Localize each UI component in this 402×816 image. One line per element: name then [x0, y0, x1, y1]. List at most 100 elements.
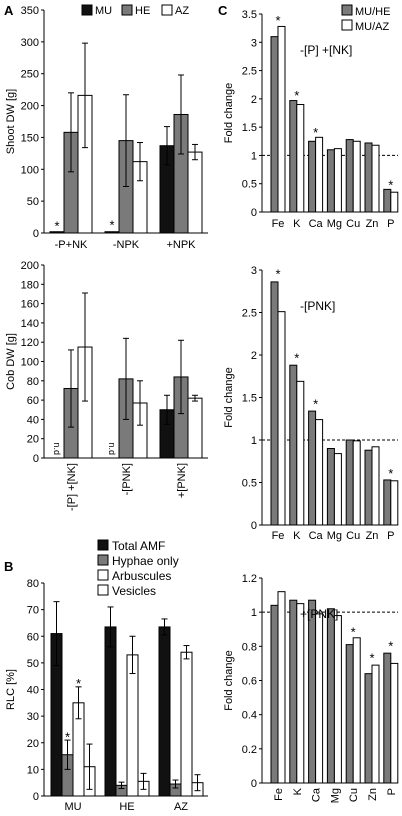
bar — [289, 364, 298, 526]
bar — [187, 397, 203, 459]
bar — [308, 410, 317, 526]
y-tick-label: 1 — [251, 435, 257, 447]
category-label: MU — [64, 801, 81, 813]
y-tick-label: 120 — [21, 337, 39, 349]
chart-title: -[PNK] — [300, 299, 335, 313]
significance-marker: * — [388, 177, 393, 192]
bar — [315, 419, 324, 526]
y-axis-label: Shoot DW [g] — [5, 89, 17, 154]
category-label: Ca — [309, 218, 324, 230]
bar — [371, 446, 380, 526]
bar — [326, 149, 335, 213]
y-tick-label: 20 — [27, 738, 39, 750]
category-label: Fe — [273, 788, 285, 801]
bar — [345, 139, 354, 213]
significance-marker: * — [369, 650, 374, 665]
y-axis-label: Fold change — [223, 367, 235, 428]
y-tick-label: 50 — [27, 196, 39, 208]
y-tick-label: 0 — [33, 791, 39, 803]
category-label: Ca — [309, 530, 324, 542]
y-tick-label: 3.5 — [242, 9, 257, 21]
y-tick-label: 100 — [21, 357, 39, 369]
bar — [383, 479, 392, 526]
category-label: Ca — [311, 787, 323, 802]
chart-fold-change-minus-p-plus-nk: 0 0.5 1 1.5 2 2.5 3 3.5 Fold change Fe K Ca Mg Cu Zn P *… — [223, 4, 399, 230]
bar — [187, 151, 203, 234]
chart-title: -[P] +[NK] — [300, 43, 352, 57]
category-label: +[PNK] — [176, 463, 188, 498]
category-label: HE — [119, 801, 134, 813]
y-tick-label: 1 — [251, 607, 257, 619]
bar — [390, 191, 399, 213]
significance-marker: * — [294, 350, 299, 365]
category-label: K — [293, 218, 301, 230]
bar — [383, 652, 392, 784]
category-label: P — [386, 788, 398, 795]
legend-swatch — [341, 4, 353, 16]
y-axis-label: RLC [%] — [5, 669, 17, 710]
bar — [270, 281, 279, 526]
chart-cob-dw: 0 20 40 60 80 100 120 140 160 180 200 Cob DW [g] -[P… — [5, 260, 208, 511]
y-tick-label: 3 — [251, 37, 257, 49]
y-tick-label: 0 — [33, 453, 39, 465]
chart-fold-change-plus-pnk: 0 0.2 0.4 0.6 0.8 1 1.2 Fold change Fe K Ca Mg Cu Zn P… — [223, 573, 399, 803]
bar — [126, 654, 139, 797]
not-determined-label: n.d — [52, 442, 62, 455]
category-label: Fe — [272, 218, 285, 230]
y-tick-label: 200 — [21, 101, 39, 113]
y-tick-label: 160 — [21, 299, 39, 311]
significance-marker: * — [109, 217, 114, 232]
category-label: -NPK — [113, 239, 140, 251]
bar — [326, 608, 335, 784]
legend-swatch — [81, 4, 93, 16]
chart-rlc: 0 10 20 30 40 50 60 70 80 RLC [%] MU HE AZ * * Total AM… — [5, 539, 208, 813]
category-label: K — [293, 530, 301, 542]
category-label: Zn — [366, 530, 379, 542]
bar — [296, 104, 305, 213]
significance-marker: * — [388, 638, 393, 653]
y-tick-label: 0.8 — [242, 641, 257, 653]
bar — [326, 448, 335, 526]
y-tick-label: 10 — [27, 764, 39, 776]
category-label: AZ — [174, 801, 188, 813]
bar — [333, 453, 342, 526]
bar — [104, 626, 117, 797]
y-tick-label: 2.5 — [242, 66, 257, 78]
legend-swatch — [121, 4, 133, 16]
legend-swatch — [97, 539, 109, 551]
y-tick-label: 2 — [251, 94, 257, 106]
bar — [390, 662, 399, 784]
y-tick-label: 0.2 — [242, 744, 257, 756]
significance-marker: * — [65, 729, 70, 744]
category-label: Cu — [346, 218, 360, 230]
y-tick-label: 250 — [21, 69, 39, 81]
significance-marker: * — [275, 266, 280, 281]
bar — [158, 626, 171, 797]
bar — [308, 599, 317, 784]
legend-swatch — [341, 19, 353, 31]
y-tick-label: 0 — [33, 228, 39, 240]
bar — [270, 36, 279, 213]
significance-marker: * — [313, 125, 318, 140]
category-label: +NPK — [166, 239, 196, 251]
significance-marker: * — [275, 13, 280, 28]
category-label: Mg — [329, 788, 341, 803]
legend-swatch — [161, 4, 173, 16]
significance-marker: * — [54, 219, 59, 234]
legend-label: HE — [135, 5, 150, 17]
y-tick-label: 70 — [27, 605, 39, 617]
category-label: Mg — [327, 530, 342, 542]
category-label: -P+NK — [55, 239, 88, 251]
legend-swatch — [97, 584, 109, 596]
bar — [315, 613, 324, 784]
category-label: P — [387, 530, 394, 542]
panel-label-a: A — [4, 3, 14, 18]
bar — [383, 188, 392, 213]
panel-label-b: B — [4, 559, 13, 574]
bar — [333, 148, 342, 213]
y-tick-label: 2 — [251, 350, 257, 362]
y-tick-label: 30 — [27, 711, 39, 723]
y-tick-label: 0.5 — [242, 179, 257, 191]
not-determined-label: n.d — [107, 442, 117, 455]
bar — [277, 311, 286, 526]
